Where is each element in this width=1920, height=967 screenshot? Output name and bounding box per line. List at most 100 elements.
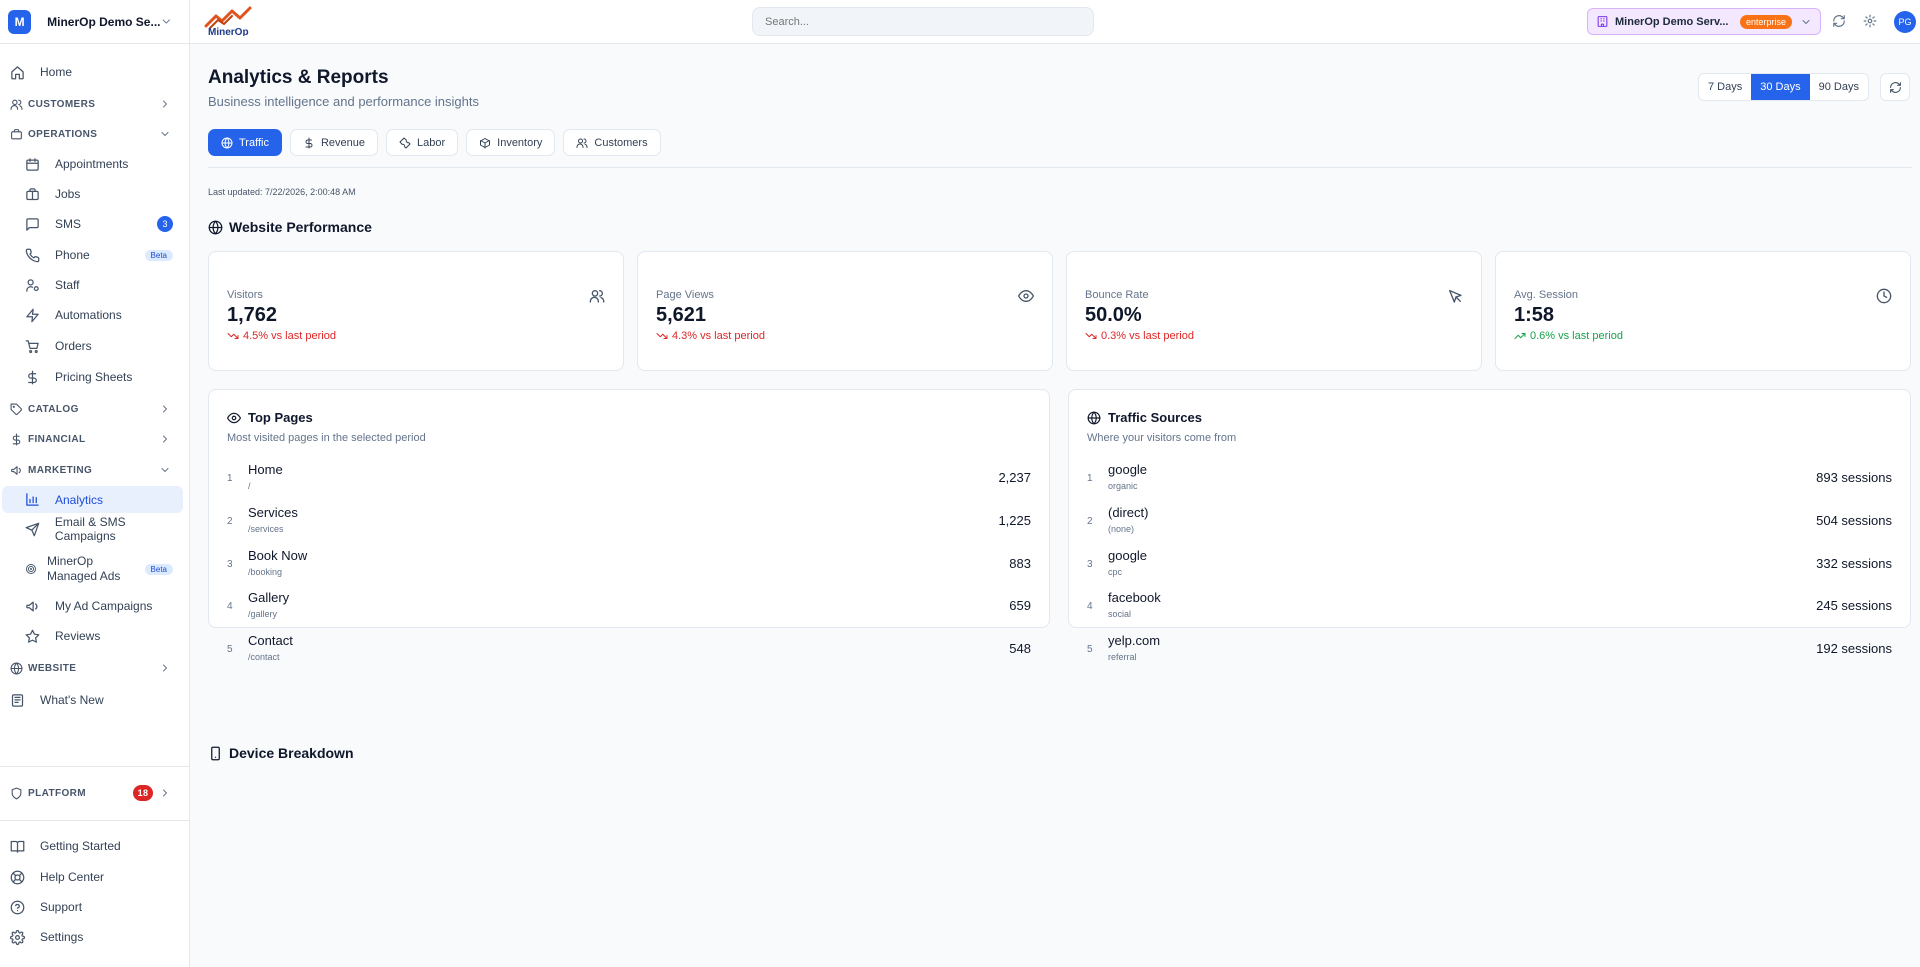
source-name: google (1108, 462, 1148, 477)
traffic-sources-card: Traffic Sources Where your visitors come… (1068, 389, 1911, 662)
org-avatar: M (8, 9, 32, 34)
stat-value: 50.0% (1085, 304, 1142, 326)
range-7-days[interactable]: 7 Days (1708, 81, 1743, 93)
sidebar-item-appointments[interactable]: Appointments (0, 151, 189, 177)
section-website-performance: Website Performance (208, 219, 372, 235)
sidebar-item-phone[interactable]: Phone Beta (0, 242, 189, 268)
rank: 3 (1087, 559, 1093, 570)
stat-change-text: 4.3% vs last period (672, 330, 765, 342)
list-item[interactable]: 5 yelp.com referral 192 sessions (1087, 633, 1892, 673)
list-item[interactable]: 2 (direct) (none) 504 sessions (1087, 505, 1892, 545)
sidebar-section-customers[interactable]: CUSTOMERS (0, 91, 189, 117)
tab-revenue[interactable]: Revenue (289, 129, 378, 156)
package-icon (480, 137, 491, 148)
message-icon (26, 217, 39, 231)
list-item[interactable]: 2 Services /services 1,225 (227, 505, 1031, 545)
users-icon (589, 290, 605, 303)
tab-traffic[interactable]: Traffic (208, 129, 282, 156)
org-switcher[interactable]: M MinerOp Demo Se... (0, 0, 189, 44)
settings-button[interactable] (1863, 14, 1877, 28)
sidebar-section-operations[interactable]: OPERATIONS (0, 121, 189, 147)
sidebar-item-label: Orders (55, 339, 92, 353)
sidebar-item-managed-ads[interactable]: MinerOp Managed Ads Beta (0, 552, 189, 586)
sidebar-item-support[interactable]: Support (0, 894, 189, 920)
sidebar-item-getting-started[interactable]: Getting Started (0, 833, 189, 859)
search-input[interactable] (752, 7, 1094, 36)
chevron-down-icon (161, 132, 169, 136)
sidebar-section-website[interactable]: WEBSITE (0, 655, 189, 681)
stat-card-bounce-rate: Bounce Rate 50.0% 0.3% vs last period (1066, 251, 1482, 371)
managed-ads-line-2: Managed Ads (47, 569, 121, 583)
list-item[interactable]: 3 Book Now /booking 883 (227, 548, 1031, 588)
range-30-days[interactable]: 30 Days (1751, 74, 1810, 100)
sidebar-item-jobs[interactable]: Jobs (0, 181, 189, 207)
card-description: Most visited pages in the selected perio… (227, 432, 426, 444)
stat-label: Visitors (227, 289, 263, 301)
sidebar-item-whats-new[interactable]: What's New (0, 687, 189, 713)
page-views: 2,237 (998, 470, 1031, 485)
stat-change: 4.5% vs last period (227, 330, 336, 342)
page-path: /contact (248, 652, 280, 662)
sidebar-item-help-center[interactable]: Help Center (0, 864, 189, 890)
page-title: Analytics & Reports (208, 67, 389, 88)
stat-change-text: 0.3% vs last period (1101, 330, 1194, 342)
sidebar-section-catalog[interactable]: CATALOG (0, 396, 189, 422)
sidebar-item-analytics[interactable]: Analytics (2, 486, 183, 513)
sidebar-item-automations[interactable]: Automations (0, 302, 189, 328)
stat-change: 0.6% vs last period (1514, 330, 1623, 342)
sidebar-item-settings[interactable]: Settings (0, 924, 189, 950)
stat-label: Page Views (656, 289, 714, 301)
user-avatar[interactable]: PG (1894, 11, 1916, 33)
source-name: facebook (1108, 590, 1161, 605)
top-pages-card: Top Pages Most visited pages in the sele… (208, 389, 1050, 662)
sidebar-item-my-ad-campaigns[interactable]: My Ad Campaigns (0, 593, 189, 619)
chevron-right-icon (163, 789, 167, 797)
refresh-button[interactable] (1832, 14, 1846, 28)
sidebar-item-pricing-sheets[interactable]: Pricing Sheets (0, 364, 189, 390)
list-item[interactable]: 5 Contact /contact 548 (227, 633, 1031, 673)
tab-label: Customers (594, 136, 648, 149)
list-item[interactable]: 4 facebook social 245 sessions (1087, 590, 1892, 630)
section-heading: Device Breakdown (229, 745, 354, 761)
list-item[interactable]: 4 Gallery /gallery 659 (227, 590, 1031, 630)
account-switcher[interactable]: MinerOp Demo Serv... enterprise (1587, 8, 1821, 35)
section-device-breakdown: Device Breakdown (208, 745, 354, 761)
sidebar-section-platform[interactable]: PLATFORM 18 (0, 780, 189, 806)
sidebar-item-label: Settings (40, 930, 84, 944)
stat-change: 0.3% vs last period (1085, 330, 1194, 342)
sidebar-item-orders[interactable]: Orders (0, 333, 189, 359)
sidebar-item-campaigns[interactable]: Email & SMS Campaigns (0, 515, 189, 543)
sidebar-item-home[interactable]: Home (0, 59, 189, 85)
users-icon (10, 99, 23, 110)
refresh-data-button[interactable] (1880, 73, 1910, 101)
sidebar-section-marketing[interactable]: MARKETING (0, 457, 189, 483)
stat-label: Bounce Rate (1085, 289, 1149, 301)
sidebar-item-sms[interactable]: SMS 3 (0, 211, 189, 237)
stat-value: 1,762 (227, 304, 278, 326)
beta-badge: Beta (144, 249, 173, 261)
star-icon (25, 629, 40, 643)
sidebar-section-financial[interactable]: FINANCIAL (0, 426, 189, 452)
tab-inventory[interactable]: Inventory (466, 129, 556, 156)
page-views: 883 (1009, 556, 1031, 571)
user-cog-icon (26, 278, 39, 292)
logo[interactable]: MinerOp (204, 6, 262, 36)
list-item[interactable]: 3 google cpc 332 sessions (1087, 548, 1892, 588)
refresh-icon (1889, 81, 1901, 93)
list-item[interactable]: 1 Home / 2,237 (227, 462, 1031, 502)
sidebar-item-staff[interactable]: Staff (0, 272, 189, 298)
cursor-icon (1449, 290, 1462, 303)
tab-labor[interactable]: Labor (386, 129, 459, 156)
tab-customers[interactable]: Customers (563, 129, 661, 156)
list-item[interactable]: 1 google organic 893 sessions (1087, 462, 1892, 502)
shield-icon (11, 787, 22, 799)
sidebar-item-label: My Ad Campaigns (55, 599, 153, 613)
range-90-days[interactable]: 90 Days (1818, 81, 1859, 93)
newspaper-icon (11, 693, 24, 707)
sidebar-item-label: What's New (40, 693, 104, 707)
megaphone-icon (11, 465, 21, 475)
sidebar-section-label: OPERATIONS (28, 128, 98, 140)
sidebar-item-label: Support (40, 900, 83, 914)
home-icon (11, 65, 24, 79)
sidebar-item-reviews[interactable]: Reviews (0, 623, 189, 649)
